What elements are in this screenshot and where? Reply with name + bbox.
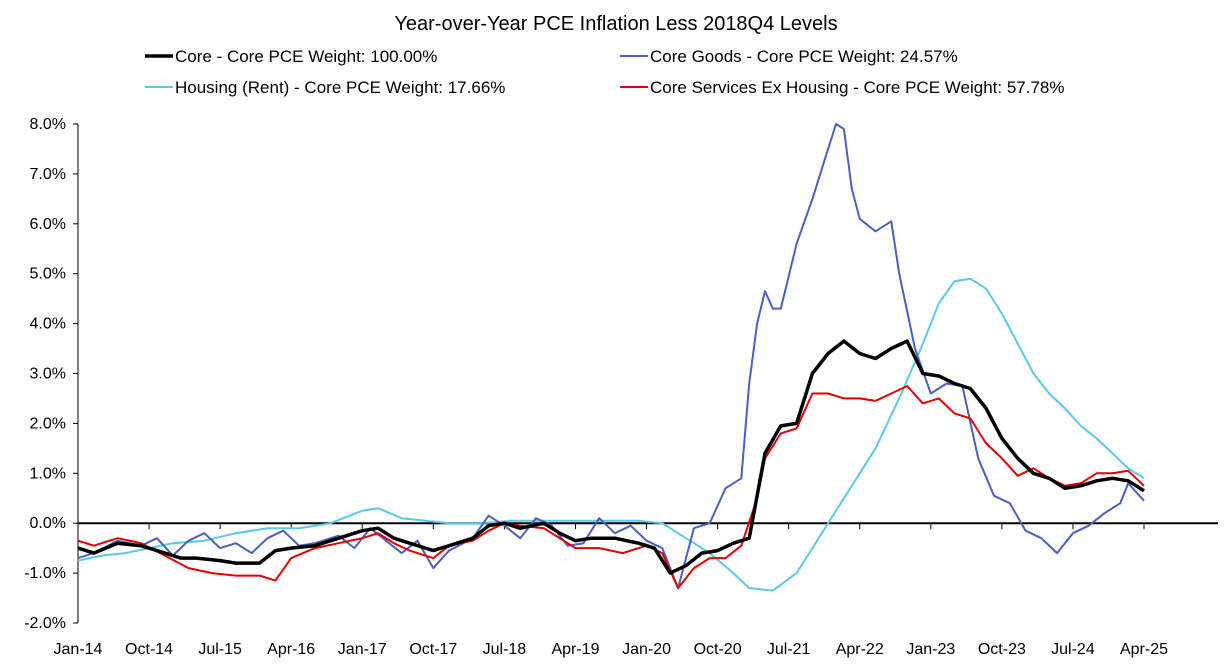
y-tick-label: 2.0% [30,415,66,432]
x-tick-label: Jan-17 [338,641,387,658]
series-line [77,277,1145,592]
series-layer [77,123,1145,592]
y-axis: 8.0% 7.0% 6.0% 5.0% 4.0% 3.0% 2.0% 1.0% 0.0% -1.0… [24,116,79,632]
x-tick-label: Jul-18 [483,641,527,658]
x-tick-label: Oct-14 [125,641,173,658]
x-tick-label: Oct-20 [694,641,742,658]
y-tick-label: 0.0% [30,515,66,532]
y-tick-label: 8.0% [30,116,66,133]
y-tick-label: 5.0% [30,266,66,283]
series-line [77,123,1145,590]
x-tick-label: Jul-24 [1051,641,1095,658]
x-tick-label: Jan-23 [906,641,955,658]
x-tick-label: Apr-16 [267,641,315,658]
legend-label: Core - Core PCE Weight: 100.00% [175,47,437,66]
y-tick-label: 4.0% [30,316,66,333]
legend: Core - Core PCE Weight: 100.00% Core Good… [145,47,1064,97]
y-tick-label: 3.0% [30,366,66,383]
x-tick-label: Apr-25 [1120,641,1168,658]
y-tick-label: 7.0% [30,166,66,183]
x-tick-label: Apr-19 [551,641,599,658]
x-tick-label: Jul-21 [767,641,811,658]
y-tick-label: -2.0% [24,615,66,632]
x-tick-label: Jan-14 [54,641,103,658]
chart-title: Year-over-Year PCE Inflation Less 2018Q4… [394,13,837,35]
y-tick-label: 1.0% [30,465,66,482]
series-line [77,339,1145,575]
x-tick-label: Apr-22 [836,641,884,658]
x-axis: Jan-14 Oct-14 Jul-15 Apr-16 Jan-17 Oct-17 Jul-… [54,522,1218,658]
y-tick-label: -1.0% [24,565,66,582]
legend-label: Core Goods - Core PCE Weight: 24.57% [650,47,958,66]
y-tick-label: 6.0% [30,216,66,233]
legend-label: Housing (Rent) - Core PCE Weight: 17.66% [175,78,505,97]
x-tick-label: Oct-17 [409,641,457,658]
x-tick-label: Oct-23 [978,641,1026,658]
x-tick-label: Jan-20 [622,641,671,658]
legend-label: Core Services Ex Housing - Core PCE Weig… [650,78,1064,97]
x-tick-label: Jul-15 [198,641,242,658]
series-line [77,385,1145,590]
